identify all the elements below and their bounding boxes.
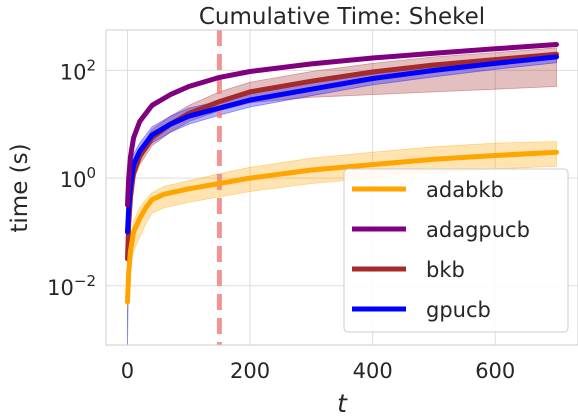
legend-label-bkb: bkb xyxy=(426,258,465,282)
y-tick-label: 102 xyxy=(60,56,96,84)
chart-title: Cumulative Time: Shekel xyxy=(199,4,485,30)
x-tick-label: 600 xyxy=(475,359,515,383)
x-axis-ticks: 0 200 400 600 xyxy=(121,359,516,383)
y-tick-label: 100 xyxy=(60,164,96,192)
legend: adabkb adagpucb bkb gpucb xyxy=(343,168,569,333)
y-tick-label: 10−2 xyxy=(47,272,96,300)
series-lines xyxy=(125,42,559,305)
legend-label-gpucb: gpucb xyxy=(426,298,491,322)
legend-box xyxy=(343,168,569,333)
band-adabkb xyxy=(127,141,557,311)
x-tick-label: 0 xyxy=(121,359,134,383)
x-axis-label: t xyxy=(337,389,348,418)
y-axis-ticks: 10−2 100 102 xyxy=(47,56,96,299)
series-line-gpucb xyxy=(125,54,559,235)
legend-label-adabkb: adabkb xyxy=(426,178,504,202)
y-axis-label: time (s) xyxy=(7,143,33,232)
series-line-adagpucb xyxy=(125,42,559,208)
x-tick-label: 400 xyxy=(353,359,393,383)
x-tick-label: 200 xyxy=(230,359,270,383)
legend-label-adagpucb: adagpucb xyxy=(426,218,530,242)
series-line-adabkb xyxy=(125,149,559,305)
plot-frame xyxy=(105,29,578,346)
